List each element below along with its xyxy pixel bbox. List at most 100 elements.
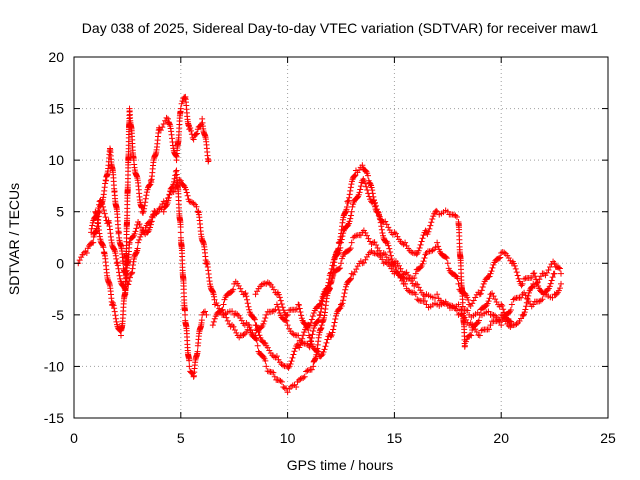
data-point [111, 308, 118, 315]
data-point [291, 348, 298, 355]
data-point [553, 291, 560, 298]
data-point [507, 306, 514, 313]
data-point [402, 239, 409, 246]
data-point [219, 306, 226, 313]
data-point [163, 197, 170, 204]
data-point [262, 340, 269, 347]
data-point [498, 322, 505, 329]
data-point [434, 239, 441, 246]
data-point [347, 276, 354, 283]
data-point [244, 296, 251, 303]
y-tick-label: 15 [48, 101, 64, 117]
y-tick-label: -5 [52, 307, 65, 323]
data-point [253, 322, 260, 329]
data-point [453, 307, 460, 314]
data-point [218, 307, 225, 314]
chart-title: Day 038 of 2025, Sidereal Day-to-day VTE… [82, 20, 599, 36]
data-point [338, 255, 345, 262]
data-point [318, 301, 325, 308]
data-point [335, 250, 342, 257]
data-point [190, 136, 197, 143]
data-point [159, 201, 166, 207]
data-point [498, 301, 505, 308]
data-point [511, 262, 518, 269]
data-point [310, 327, 317, 334]
data-point [310, 310, 317, 317]
data-point [230, 286, 237, 293]
data-point [507, 318, 514, 325]
data-point [433, 207, 440, 214]
data-point [263, 311, 270, 318]
data-point [454, 275, 461, 282]
y-tick-label: 20 [48, 49, 64, 65]
data-point [147, 224, 154, 231]
data-point [338, 303, 345, 310]
data-point [324, 336, 331, 343]
data-point [252, 332, 259, 339]
data-point [415, 247, 422, 254]
data-point [193, 203, 200, 210]
x-tick-label: 25 [600, 430, 616, 446]
data-point [330, 323, 337, 330]
x-axis-label: GPS time / hours [287, 457, 394, 473]
data-point [416, 245, 423, 252]
data-point [293, 384, 300, 391]
data-point [166, 191, 173, 198]
data-point [479, 283, 486, 290]
data-point [202, 308, 209, 315]
data-point [188, 127, 195, 134]
data-point [378, 223, 385, 230]
data-point [354, 194, 361, 201]
data-point [379, 230, 386, 237]
y-tick-label: 5 [56, 204, 64, 220]
data-point [518, 282, 525, 289]
data-point [133, 225, 140, 232]
data-point [136, 236, 143, 243]
data-point [476, 311, 483, 318]
data-point [178, 100, 185, 107]
data-point [338, 260, 344, 267]
data-point [271, 373, 278, 380]
data-point [187, 124, 194, 131]
data-point [532, 273, 539, 280]
data-point [213, 299, 220, 306]
data-point [318, 305, 325, 312]
data-point [343, 204, 350, 211]
data-point [307, 319, 314, 326]
data-point [555, 287, 562, 294]
data-point [157, 127, 164, 134]
data-point [549, 294, 556, 301]
data-point [315, 316, 322, 323]
data-point [172, 186, 179, 193]
data-point [419, 260, 426, 267]
data-point [117, 332, 124, 339]
data-point [293, 306, 300, 313]
data-point [347, 184, 354, 191]
data-point [226, 320, 233, 327]
data-point [558, 270, 565, 277]
y-tick-label: -10 [44, 358, 64, 374]
data-point [88, 225, 95, 232]
data-point [95, 205, 102, 212]
data-point [211, 315, 218, 322]
data-point [295, 301, 302, 308]
data-point [363, 183, 370, 190]
data-point [322, 343, 329, 350]
data-point [186, 363, 193, 370]
data-point [327, 270, 334, 277]
data-point [254, 342, 261, 349]
data-point [486, 273, 493, 280]
data-point [279, 304, 286, 311]
data-point [314, 348, 321, 355]
data-point [280, 384, 287, 391]
data-point [146, 182, 153, 189]
data-point [339, 233, 346, 240]
data-point [347, 245, 354, 252]
data-point [284, 322, 291, 329]
data-point [153, 210, 160, 217]
data-point [83, 249, 90, 256]
data-point [89, 222, 96, 229]
data-point [184, 192, 191, 199]
y-tick-label: 0 [56, 255, 64, 271]
